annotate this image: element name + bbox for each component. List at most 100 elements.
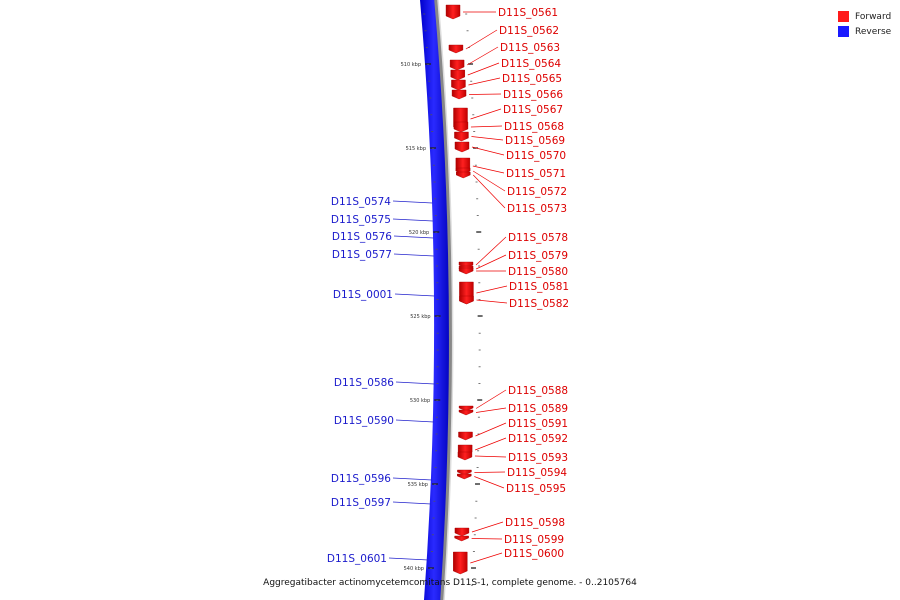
forward-gene-label[interactable]: D11S_0598 [505,517,565,529]
forward-gene-leader [469,93,502,95]
forward-gene-label[interactable]: D11S_0561 [498,7,558,19]
forward-gene-leader [472,165,505,174]
forward-gene-label[interactable]: D11S_0591 [508,418,568,430]
reverse-gene-label[interactable]: D11S_0597 [331,497,391,509]
reverse-gene-label[interactable]: D11S_0574 [331,196,391,208]
forward-gene-leader [475,389,507,409]
tick-label: 530 kbp [410,398,430,404]
ticks-layer: 510 kbp 515 kbp 520 kbp 525 kbp 530 kbp 535 k… [401,13,483,586]
reverse-gene-label[interactable]: D11S_0575 [331,214,391,226]
reverse-gene-leader [388,557,429,561]
forward-gene-leader [475,407,507,413]
forward-gene-mark[interactable] [445,4,461,20]
forward-gene-label[interactable]: D11S_0592 [508,433,568,445]
forward-gene-leader [466,46,499,66]
forward-gene-mark[interactable] [457,469,472,476]
forward-gene-label[interactable]: D11S_0595 [506,483,566,495]
forward-gene-leader [470,552,503,564]
forward-gene-mark[interactable] [454,527,470,537]
reverse-gene-label[interactable]: D11S_0590 [334,415,394,427]
forward-gene-leader [471,146,505,156]
forward-gene-label[interactable]: D11S_0562 [499,25,559,37]
forward-gene-label[interactable]: D11S_0580 [508,266,568,278]
reverse-gene-label[interactable]: D11S_0586 [334,377,394,389]
reverse-gene-label[interactable]: D11S_0596 [331,473,391,485]
reverse-gene-label[interactable]: D11S_0601 [327,553,387,565]
forward-gene-leader [474,471,506,473]
forward-gene-mark[interactable] [458,405,474,412]
forward-gene-label[interactable]: D11S_0563 [500,42,560,54]
tick-label: 520 kbp [409,230,429,236]
reverse-gene-label[interactable]: D11S_0001 [333,289,393,301]
reverse-gene-leader [392,200,433,204]
forward-gene-label[interactable]: D11S_0573 [507,203,567,215]
forward-gene-mark[interactable] [457,451,473,461]
forward-gene-label[interactable]: D11S_0588 [508,385,568,397]
forward-gene-mark[interactable] [448,44,464,54]
genome-backbone-highlight [437,0,454,600]
forward-gene-leader [465,29,498,50]
forward-gene-mark[interactable] [454,141,470,153]
forward-gene-label[interactable]: D11S_0565 [502,73,562,85]
forward-gene-label[interactable]: D11S_0593 [508,452,568,464]
tick-label: 525 kbp [410,314,430,320]
reverse-gene-label[interactable]: D11S_0577 [332,249,392,261]
forward-gene-leader [475,254,507,270]
forward-gene-leader [468,77,501,86]
forward-gene-label[interactable]: D11S_0589 [508,403,568,415]
reverse-gene-leader [392,501,432,505]
reverse-gene-leader [393,235,434,239]
forward-gene-leader [474,455,507,458]
forward-gene-label[interactable]: D11S_0578 [508,232,568,244]
forward-gene-label[interactable]: D11S_0569 [505,135,565,147]
forward-gene-mark[interactable] [453,121,469,133]
forward-gene-mark[interactable] [450,69,465,81]
legend-forward: Forward [838,9,891,24]
forward-gene-label[interactable]: D11S_0594 [507,467,567,479]
forward-gene-mark[interactable] [451,89,467,100]
legend: Forward Reverse [838,9,891,39]
forward-gene-label[interactable]: D11S_0599 [504,534,564,546]
reverse-gene-leader [392,218,433,222]
forward-gene-label[interactable]: D11S_0581 [509,281,569,293]
forward-gene-leader [471,538,503,540]
forward-gene-mark[interactable] [449,59,465,71]
forward-gene-label[interactable]: D11S_0564 [501,58,561,70]
forward-gene-label[interactable]: D11S_0566 [503,89,563,101]
reverse-gene-leader [393,253,434,257]
forward-gene-leader [472,170,506,192]
forward-gene-label[interactable]: D11S_0568 [504,121,564,133]
forward-gene-mark[interactable] [451,79,466,91]
forward-gene-mark[interactable] [458,409,474,416]
forward-gene-leader [470,125,503,128]
forward-gene-label[interactable]: D11S_0571 [506,168,566,180]
forward-gene-leader [476,299,508,304]
map-caption: Aggregatibacter actinomycetemcomitans D1… [263,578,637,588]
forward-gene-mark[interactable] [453,551,468,575]
forward-gene-label[interactable]: D11S_0582 [509,298,569,310]
forward-gene-mark[interactable] [459,295,474,305]
forward-gene-leader [470,108,502,120]
forward-gene-mark[interactable] [456,171,471,179]
forward-gene-leader [475,422,507,437]
forward-gene-mark[interactable] [454,535,469,542]
forward-genes-layer: D11S_0561 D11S_0562 D11S_0563 D11S_0564 D11S… [445,4,569,575]
forward-gene-label[interactable]: D11S_0570 [506,150,566,162]
forward-gene-mark[interactable] [458,431,473,441]
reverse-gene-label[interactable]: D11S_0576 [332,231,392,243]
forward-gene-label[interactable]: D11S_0600 [504,548,564,560]
forward-gene-label[interactable]: D11S_0579 [508,250,568,262]
legend-reverse: Reverse [838,24,891,39]
forward-gene-mark[interactable] [454,131,469,142]
forward-gene-mark[interactable] [457,473,472,480]
genome-backbone [434,0,453,600]
forward-gene-leader [473,174,506,209]
forward-gene-mark[interactable] [458,267,474,275]
tick-label: 535 kbp [408,482,428,488]
forward-gene-label[interactable]: D11S_0572 [507,186,567,198]
forward-gene-leader [474,476,505,489]
forward-gene-leader [471,136,504,141]
reverse-gene-leader [394,293,435,297]
forward-gene-label[interactable]: D11S_0567 [503,104,563,116]
